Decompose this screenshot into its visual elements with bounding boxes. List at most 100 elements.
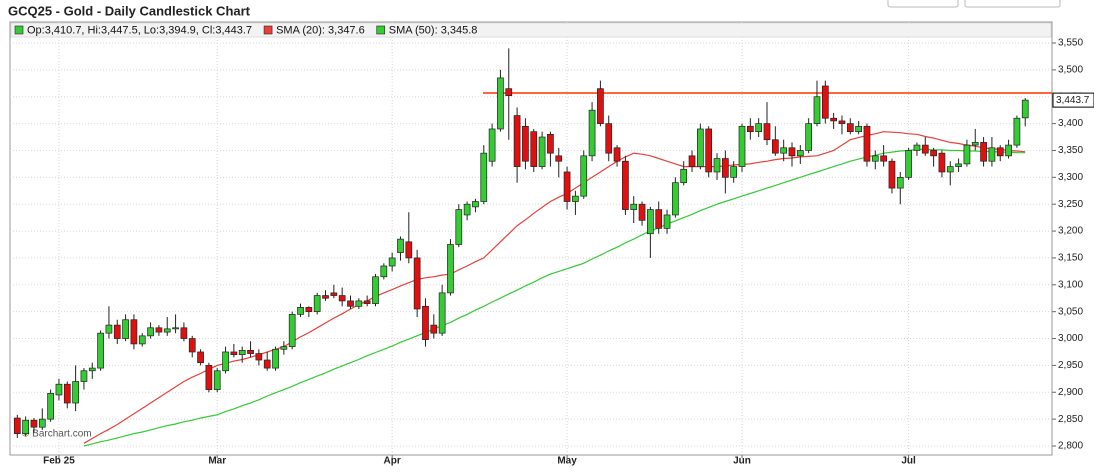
candle-body <box>55 383 63 396</box>
candle-body <box>780 147 788 154</box>
legend-swatch <box>263 25 273 35</box>
candle-body <box>413 257 421 310</box>
legend-swatch <box>14 25 24 35</box>
candle-body <box>746 125 754 133</box>
candle-body <box>738 125 746 167</box>
candle-body <box>188 338 196 353</box>
candle-body <box>147 327 154 337</box>
candle-body <box>63 383 71 404</box>
y-tick-label: 2,800 <box>1058 441 1083 452</box>
candle-body <box>463 203 471 216</box>
candle-body <box>205 365 213 390</box>
candle-body <box>88 367 96 372</box>
candle-body <box>1013 117 1021 146</box>
toolbar-button[interactable] <box>964 0 1061 8</box>
candle-body <box>688 155 696 167</box>
candle-body <box>180 327 188 339</box>
candle-body <box>830 117 837 122</box>
candle-body <box>438 292 446 334</box>
candle-body <box>721 158 729 178</box>
x-tick-label: Feb 25 <box>43 456 75 467</box>
y-tick-label: 3,050 <box>1058 306 1083 317</box>
candle-body <box>488 128 496 162</box>
candle-body <box>705 128 713 173</box>
legend-ohlc: Op:3,410.7, Hi:3,447.5, Lo:3,394.9, Cl:3… <box>27 24 252 36</box>
candle-body <box>305 307 313 313</box>
x-tick-label: Jun <box>733 456 751 467</box>
candle-body <box>530 131 538 167</box>
candle-body <box>888 160 896 189</box>
legend-label: SMA (20): 3,347.6 <box>276 24 365 36</box>
candle-body <box>713 158 721 173</box>
candle-body <box>1005 144 1012 157</box>
candle-body <box>880 155 887 162</box>
candle-body <box>946 166 954 173</box>
candle-body <box>905 150 912 178</box>
candle-body <box>347 300 354 307</box>
candle-body <box>380 265 388 278</box>
candle-body <box>971 142 979 146</box>
y-tick-label: 3,100 <box>1058 279 1083 290</box>
candle-body <box>472 201 479 208</box>
candle-body <box>30 419 38 428</box>
toolbar-button[interactable] <box>887 0 959 8</box>
candle-body <box>22 419 29 434</box>
legend-label: SMA (50): 3,345.8 <box>389 24 478 36</box>
candle-body <box>47 392 54 420</box>
candle-body <box>697 128 704 167</box>
candle-body <box>655 209 663 229</box>
candle-body <box>522 125 529 162</box>
y-tick-label: 3,550 <box>1058 38 1083 49</box>
candle-body <box>588 109 596 157</box>
candle-body <box>163 328 171 333</box>
candle-body <box>572 195 579 202</box>
candle-body <box>813 96 821 124</box>
last-price-label: 3,443.7 <box>1056 95 1090 106</box>
candle-body <box>647 209 654 235</box>
candle-body <box>255 353 263 361</box>
candle-body <box>838 120 846 124</box>
y-tick-label: 3,350 <box>1058 145 1083 156</box>
candle-body <box>805 123 813 151</box>
candle-body <box>497 77 504 130</box>
candle-body <box>672 182 679 216</box>
candle-body <box>455 209 463 245</box>
candle-body <box>155 327 163 333</box>
x-tick-label: Mar <box>208 456 226 467</box>
candle-body <box>480 152 488 202</box>
candle-body <box>363 300 371 304</box>
candle-body <box>330 292 338 296</box>
candle-body <box>755 123 763 133</box>
candle-body <box>113 324 121 339</box>
candle-body <box>38 418 46 428</box>
candle-body <box>980 142 987 162</box>
candle-body <box>763 123 771 141</box>
candle-body <box>597 88 604 124</box>
candle-body <box>555 155 563 162</box>
candle-body <box>855 125 862 133</box>
candle-body <box>863 125 871 162</box>
candle-body <box>97 332 104 369</box>
candle-body <box>355 300 363 307</box>
y-tick-label: 3,500 <box>1058 65 1083 76</box>
candle-body <box>230 351 238 356</box>
candle-body <box>538 136 546 167</box>
candle-body <box>372 276 379 304</box>
watermark: © Barchart.com <box>22 429 92 440</box>
candle-body <box>288 314 296 347</box>
y-tick-label: 3,250 <box>1058 199 1083 210</box>
candle-body <box>963 144 971 165</box>
x-tick-label: Jul <box>901 456 916 467</box>
legend-swatch <box>376 25 386 35</box>
candle-body <box>13 417 21 434</box>
candle-body <box>280 346 288 350</box>
candle-body <box>821 85 829 119</box>
candle-body <box>871 155 879 162</box>
candle-body <box>238 350 246 356</box>
candle-body <box>513 115 521 167</box>
y-tick-label: 3,000 <box>1058 333 1083 344</box>
y-tick-label: 3,300 <box>1058 172 1083 183</box>
last-price-box <box>1052 92 1094 108</box>
